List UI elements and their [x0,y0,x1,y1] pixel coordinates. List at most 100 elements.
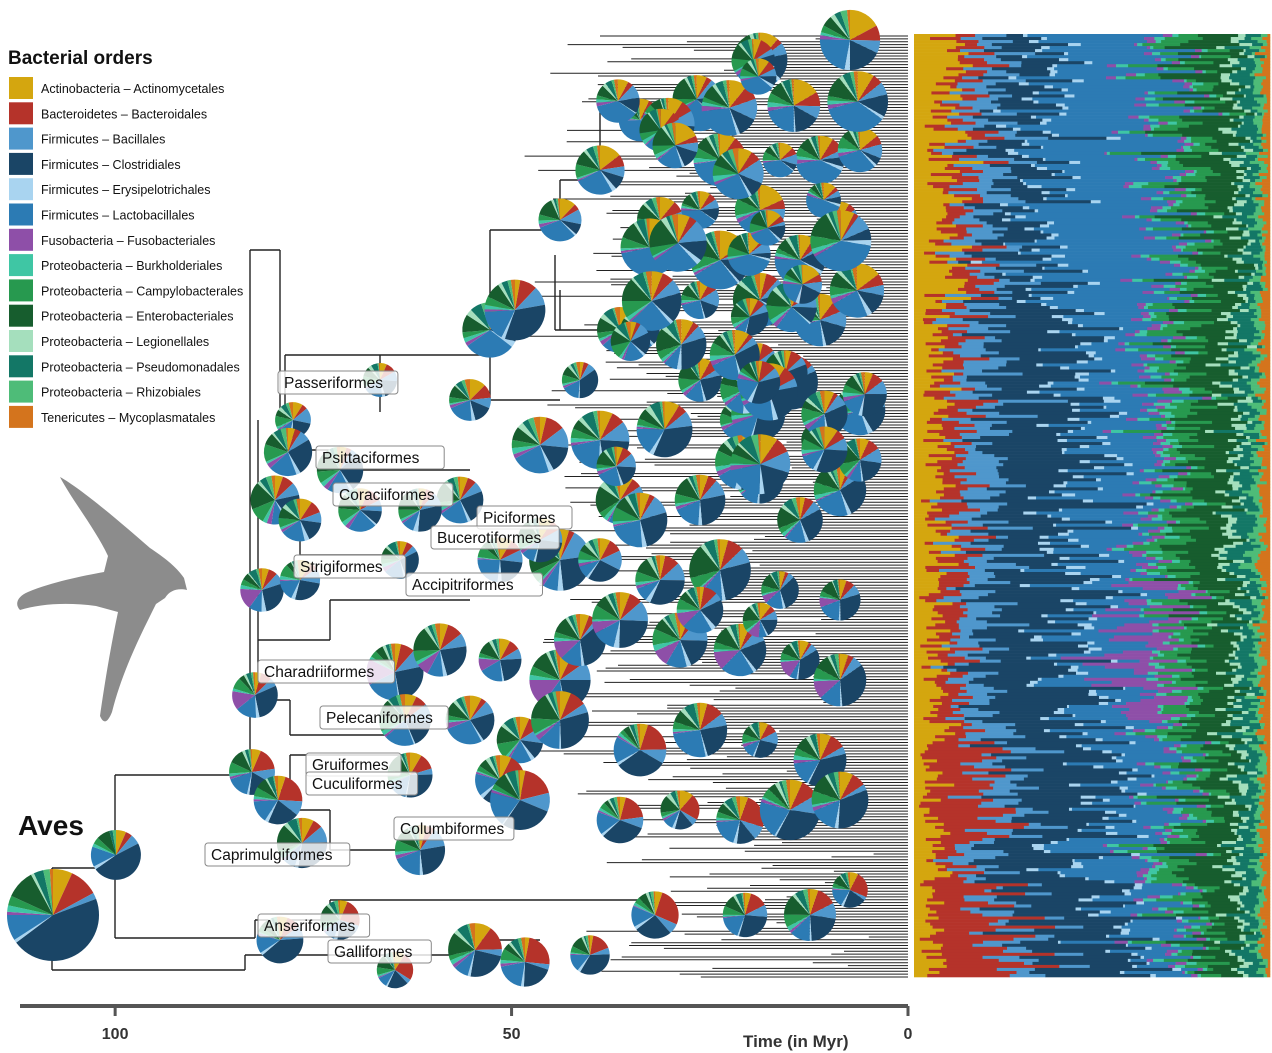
legend-swatch [9,279,33,301]
legend-swatch [9,102,33,124]
node-pie [254,776,303,825]
clade-name: Galliformes [334,944,413,961]
node-pie [575,145,624,194]
node-pie [485,280,546,341]
clade-label: Coraciiformes [333,483,453,506]
clade-label: Accipitriformes [406,573,543,596]
node-pie [814,654,867,707]
clade-name: Psittaciformes [322,450,420,467]
clade-name: Accipitriformes [412,577,514,594]
node-pie [796,136,845,185]
clade-name: Piciformes [483,510,556,527]
node-pie [784,889,836,941]
node-pie [413,623,466,676]
node-pie [635,555,684,604]
node-pie [677,587,724,634]
legend-label: Actinobacteria – Actinomycetales [41,82,224,96]
node-pie [812,772,869,829]
node-pie [652,123,698,169]
clade-label: Columbiformes [394,817,514,840]
clade-name: Passeriformes [284,375,383,392]
legend-swatch [9,305,33,327]
node-pie [578,538,622,582]
node-pie [713,148,764,199]
legend-swatch [9,355,33,377]
node-pie [264,428,312,476]
legend-swatch [9,229,33,251]
clade-label: Strigiformes [294,555,406,578]
node-pie [570,935,609,974]
node-pie [742,722,778,758]
node-pie [820,10,880,70]
legend-swatch [9,381,33,403]
node-pie [631,891,678,938]
node-pie [673,703,727,757]
node-pie [613,493,668,548]
clade-name: Anseriformes [264,918,356,935]
node-pie [810,210,871,271]
node-pie [500,937,549,986]
node-pie [777,497,823,543]
node-pie [562,362,598,398]
legend-title: Bacterial orders [8,48,153,69]
node-pie [740,58,776,94]
legend-swatch [9,204,33,226]
clade-label: Anseriformes [258,914,370,937]
root-label: Aves [18,810,84,841]
legend-swatch [9,330,33,352]
node-pie [832,872,868,908]
node-pie [780,640,819,679]
node-pie [843,372,887,416]
node-pie [637,401,693,457]
legend-swatch [9,128,33,150]
legend-swatch [9,406,33,428]
node-pie [819,580,860,621]
node-pie [531,691,589,749]
clade-name: Cuculiformes [312,776,403,793]
legend-label: Firmicutes – Lactobacillales [41,209,195,223]
clade-name: Gruiformes [312,757,389,774]
node-pie [449,379,491,421]
node-pie [801,427,847,473]
node-pie [743,603,778,638]
node-pie [611,322,650,361]
clade-name: Columbiformes [400,821,504,838]
clade-label: Cuculiformes [306,772,418,795]
legend-swatch [9,178,33,200]
clade-label: Caprimulgiformes [205,843,350,866]
node-pie [838,128,882,172]
node-pie [512,417,569,474]
node-pie [661,790,700,829]
clade-name: Bucerotiformes [437,530,541,547]
node-pie [91,830,141,880]
legend-label: Proteobacteria – Enterobacteriales [41,310,233,324]
legend-label: Proteobacteria – Burkholderiales [41,259,222,273]
legend-label: Firmicutes – Erysipelotrichales [41,183,211,197]
clade-name: Caprimulgiformes [211,847,333,864]
node-pie [750,210,786,246]
node-pie [763,143,798,178]
legend-label: Proteobacteria – Legionellales [41,335,209,349]
legend-swatch [9,153,33,175]
legend-label: Bacteroidetes – Bacteroidales [41,107,207,121]
bird-of-prey-silhouette [17,477,187,721]
legend: Bacterial orders Actinobacteria – Actino… [8,48,243,428]
time-axis: Time (in Myr) 100 50 0 [20,1006,913,1051]
clade-label: Pelecaniformes [320,706,448,729]
node-pie [592,592,648,648]
legend-swatch [9,77,33,99]
node-pie [649,214,706,271]
node-pie [723,893,767,937]
clade-name: Charadriiformes [264,664,375,681]
node-pie [448,923,502,977]
node-pie [827,71,888,132]
axis-title: Time (in Myr) [743,1032,848,1051]
clade-name: Pelecaniformes [326,710,433,727]
node-pie [783,265,822,304]
legend-label: Firmicutes – Clostridiales [41,158,181,172]
clade-name: Strigiformes [300,559,383,576]
node-pie [597,797,644,844]
node-pie [761,571,799,609]
clade-label: Psittaciformes [316,446,444,469]
